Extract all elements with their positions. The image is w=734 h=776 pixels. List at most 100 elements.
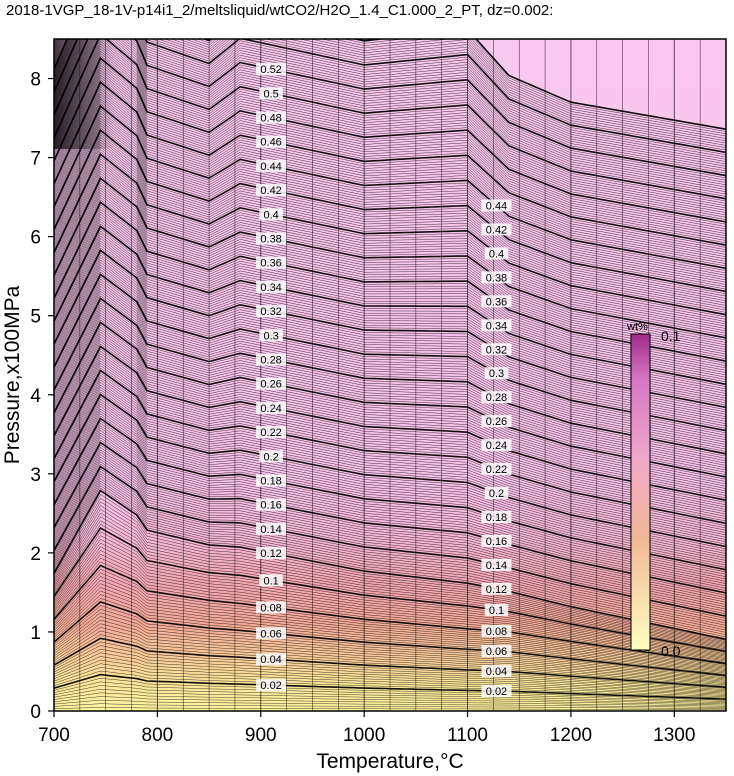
contour-line-minor xyxy=(54,264,726,422)
contour-line-minor xyxy=(54,406,726,559)
contour-line-minor xyxy=(54,410,726,564)
contour-line-minor xyxy=(54,110,726,274)
x-tick-label: 1100 xyxy=(447,725,488,746)
contour-label: 0.12 xyxy=(486,584,507,596)
contour-label-bg xyxy=(256,305,287,318)
contour-line-minor xyxy=(54,374,726,529)
colorbar-gradient xyxy=(630,333,651,651)
contour-line-minor xyxy=(54,276,726,434)
contour-line-minor xyxy=(54,667,726,698)
contour-label: 0.08 xyxy=(486,626,507,638)
contour-line-minor xyxy=(54,663,726,696)
contour-line-minor xyxy=(54,317,726,473)
contour-line-minor xyxy=(54,45,726,211)
contour-line-minor xyxy=(54,211,726,371)
contour-line-minor xyxy=(54,39,726,181)
contour-line-minor xyxy=(54,39,726,174)
contour-label: 0.22 xyxy=(486,464,507,476)
contour-label: 0.12 xyxy=(260,548,281,560)
contour-line-minor xyxy=(54,170,726,332)
contour-label-bg xyxy=(256,159,287,172)
contour-line-minor xyxy=(54,39,726,160)
y-tick-label: 1 xyxy=(30,623,41,644)
contour-label-bg xyxy=(256,377,287,390)
y-tick-label: 0 xyxy=(30,702,41,723)
contour-label: 0.5 xyxy=(263,88,278,100)
contour-line-minor xyxy=(54,39,726,142)
contour-line-minor xyxy=(54,605,726,677)
contour-line-minor xyxy=(54,471,726,622)
x-tick-label: 1200 xyxy=(550,725,592,746)
contour-label-bg xyxy=(481,223,512,236)
contour-line-minor xyxy=(54,319,726,475)
contour-line-major xyxy=(54,39,726,154)
contour-line-minor xyxy=(54,192,726,353)
contour-line-minor xyxy=(54,120,726,283)
contour-line-minor xyxy=(54,257,726,415)
contour-label-bg xyxy=(256,135,287,148)
contour-line-minor xyxy=(54,228,726,387)
contour-line-major xyxy=(54,201,726,362)
contour-line-minor xyxy=(54,439,726,591)
contour-label-bg xyxy=(484,247,509,260)
contour-line-minor xyxy=(54,557,726,662)
contour-label-bg xyxy=(481,558,512,571)
contour-line-minor xyxy=(54,594,726,674)
contour-line-minor xyxy=(54,74,726,239)
contour-line-minor xyxy=(54,656,726,694)
contour-line-minor xyxy=(54,659,726,695)
y-tick-label: 2 xyxy=(30,544,41,565)
contour-line-minor xyxy=(54,561,726,663)
contour-line-minor xyxy=(54,76,726,241)
contour-line-minor xyxy=(54,583,726,670)
contour-line-minor xyxy=(54,144,726,306)
y-tick-label: 6 xyxy=(30,228,41,249)
contour-line-minor xyxy=(54,117,726,281)
contour-line-minor xyxy=(54,480,726,631)
y-tick-label: 7 xyxy=(30,149,41,170)
contour-label-bg xyxy=(256,401,287,414)
contour-line-minor xyxy=(54,324,726,480)
contour-line-minor xyxy=(54,487,726,638)
y-tick-label: 3 xyxy=(30,465,41,486)
contour-line-minor xyxy=(54,454,726,605)
contour-label-bg xyxy=(256,353,287,366)
contour-label: 0.18 xyxy=(486,512,507,524)
contour-line-minor xyxy=(54,538,726,656)
contour-line-minor xyxy=(54,648,726,692)
contour-line-minor xyxy=(54,39,726,169)
contour-line-minor xyxy=(54,451,726,603)
contour-label-bg xyxy=(256,679,287,692)
contour-line-minor xyxy=(54,608,726,679)
contour-line-minor xyxy=(54,384,726,538)
contour-line-minor xyxy=(54,39,726,132)
contour-line-minor xyxy=(54,125,726,288)
contour-line-minor xyxy=(54,307,726,464)
contour-label: 0.24 xyxy=(486,440,507,452)
contour-label-bg xyxy=(259,574,283,587)
contour-line-minor xyxy=(54,616,726,681)
contour-label: 0.38 xyxy=(486,272,507,284)
contour-line-minor xyxy=(54,127,726,290)
contour-line-minor xyxy=(54,430,726,582)
contour-label-bg xyxy=(259,329,283,342)
contour-line-minor xyxy=(54,146,726,308)
contour-line-minor xyxy=(54,372,726,526)
contour-label-bg xyxy=(256,63,287,76)
contour-line-minor xyxy=(54,158,726,320)
contour-line-minor xyxy=(54,348,726,503)
contour-label: 0.4 xyxy=(263,209,278,221)
contour-line-minor xyxy=(54,579,726,669)
x-tick-label: 1000 xyxy=(343,725,385,746)
contour-line-minor xyxy=(54,165,726,327)
contour-label: 0.24 xyxy=(260,403,281,415)
contour-line-minor xyxy=(54,568,726,666)
contour-line-minor xyxy=(54,576,726,668)
contour-line-major xyxy=(54,129,726,293)
contour-line-minor xyxy=(54,293,726,450)
contour-line-minor xyxy=(54,252,726,411)
contour-line-minor xyxy=(54,39,726,186)
contour-line-minor xyxy=(54,377,726,531)
contour-label: 0.04 xyxy=(486,666,507,678)
